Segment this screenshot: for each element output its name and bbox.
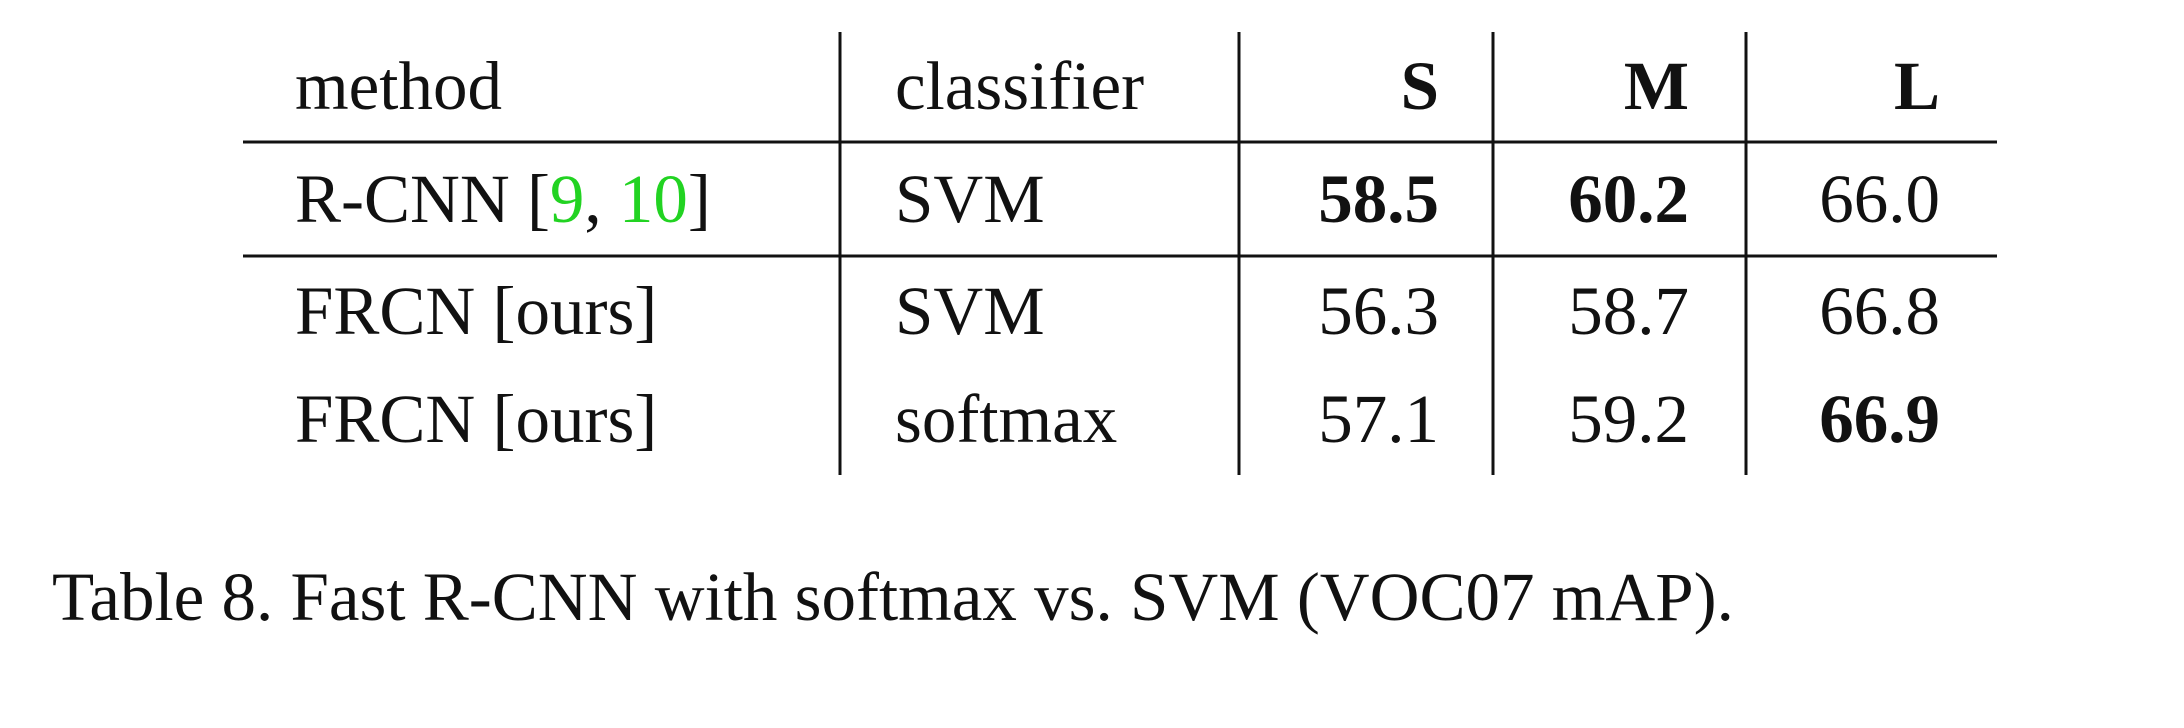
header-m: M	[1623, 48, 1689, 124]
row-1-m: 60.2	[1568, 161, 1689, 237]
header-l: L	[1893, 48, 1940, 124]
row-3-m: 59.2	[1568, 381, 1689, 457]
header-classifier: classifier	[895, 48, 1145, 124]
row-3-l: 66.9	[1819, 381, 1940, 457]
row-1-l: 66.0	[1819, 161, 1940, 237]
row-2-l: 66.8	[1819, 273, 1940, 349]
table-caption: Table 8. Fast R-CNN with softmax vs. SVM…	[52, 559, 1734, 635]
row-1-classifier: SVM	[895, 161, 1045, 237]
header-method: method	[295, 48, 502, 124]
header-s: S	[1400, 48, 1439, 124]
row-1-s: 58.5	[1318, 161, 1439, 237]
row-3-s: 57.1	[1318, 381, 1439, 457]
row-3-classifier: softmax	[895, 381, 1118, 457]
row-2-classifier: SVM	[895, 273, 1045, 349]
row-2-method: FRCN [ours]	[295, 273, 658, 349]
row-2-m: 58.7	[1568, 273, 1689, 349]
citation-link-9[interactable]: 9	[549, 161, 585, 237]
results-table: method classifier S M L R-CNN [9, 10] SV…	[243, 32, 1997, 475]
table-rules	[243, 32, 1997, 475]
method-name: R-CNN	[295, 161, 510, 237]
row-1-method: R-CNN [9, 10]	[295, 161, 711, 237]
row-2-s: 56.3	[1318, 273, 1439, 349]
row-3-method: FRCN [ours]	[295, 381, 658, 457]
citation-link-10[interactable]: 10	[618, 161, 688, 237]
